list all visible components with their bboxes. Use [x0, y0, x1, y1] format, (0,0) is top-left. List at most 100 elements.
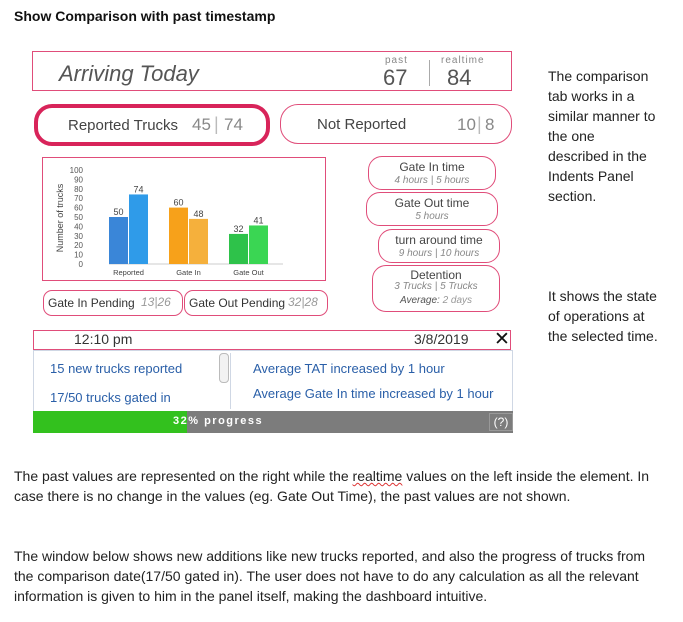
y-tick-label: 60 [74, 204, 83, 213]
y-tick-label: 100 [70, 166, 84, 175]
document-title: Show Comparison with past timestamp [14, 8, 276, 24]
separator: | [434, 281, 441, 292]
gate-in-pending-pill[interactable]: Gate In Pending 13|26 [43, 290, 183, 316]
comparison-time: 12:10 pm [74, 331, 133, 347]
y-tick-label: 20 [74, 241, 83, 250]
gate-in-time-label: Gate In time [399, 160, 465, 174]
bar-data-label: 48 [193, 209, 203, 219]
close-icon[interactable]: ✕ [494, 329, 510, 350]
reported-trucks-button[interactable]: Reported Trucks 45 | 74 [34, 104, 270, 146]
progress-label: 32% progress [173, 415, 264, 427]
scrollbar-thumb[interactable] [219, 353, 229, 383]
bar-data-label: 41 [253, 215, 263, 225]
not-reported-past: 10 [457, 115, 476, 134]
separator: | [301, 295, 305, 309]
reported-trucks-past: 45 [192, 115, 211, 134]
gate-out-time-label: Gate Out time [394, 196, 470, 210]
paragraph-1-end: values on the left inside the element. I… [14, 468, 650, 504]
bar-data-label: 60 [173, 198, 183, 208]
realtime-label: realtime [441, 55, 485, 66]
realtime-value: 84 [447, 65, 472, 90]
gate-out-pending-past: 32 [288, 295, 302, 309]
x-tick-label: Gate Out [233, 268, 264, 277]
bar-data-label: 50 [113, 207, 123, 217]
bar-gate-in-0 [169, 207, 188, 264]
detention-trucks-realtime: 5 Trucks [440, 281, 478, 292]
separator: | [477, 114, 482, 134]
y-tick-label: 90 [74, 175, 83, 184]
arriving-today-panel[interactable]: Arriving Today past 67 realtime 84 [32, 51, 512, 91]
not-reported-realtime: 8 [485, 115, 495, 134]
separator: | [214, 114, 219, 134]
arriving-today-title: Arriving Today [59, 61, 199, 86]
bar-reported-0 [109, 217, 128, 264]
gate-in-time-realtime: 5 hours [436, 175, 470, 186]
y-tick-label: 80 [74, 185, 83, 194]
gate-in-pending-realtime: 26 [157, 295, 171, 309]
gate-in-time-values: 4 hours | 5 hours [369, 175, 495, 186]
right-item-2: Average Gate In time increased by 1 hour [253, 386, 494, 401]
gate-out-time-value: 5 hours [415, 211, 449, 222]
value-divider [429, 60, 430, 86]
paragraph-1-start: The past values are represented on the r… [14, 468, 353, 484]
detention-label: Detention [410, 268, 462, 282]
turn-around-time-label: turn around time [395, 233, 483, 247]
side-description-1: The comparison tab works in a similar ma… [548, 68, 656, 204]
comparison-date: 3/8/2019 [414, 331, 469, 347]
paragraph-1: The past values are represented on the r… [14, 466, 654, 506]
bar-data-label: 74 [133, 184, 143, 194]
gate-out-time-pill[interactable]: Gate Out time 5 hours [366, 192, 498, 226]
detention-trucks: 3 Trucks | 5 Trucks [373, 281, 499, 292]
detention-average-label: Average: [399, 295, 440, 306]
not-reported-label: Not Reported [317, 116, 407, 133]
turn-around-time-pill[interactable]: turn around time 9 hours | 10 hours [378, 229, 500, 263]
past-value: 67 [383, 65, 408, 90]
x-tick-label: Reported [113, 268, 144, 277]
side-description-2: It shows the state of operations at the … [548, 288, 658, 344]
gate-in-pending-label: Gate In Pending [48, 296, 135, 310]
y-tick-label: 10 [74, 251, 83, 260]
reported-trucks-label: Reported Trucks [68, 117, 179, 134]
gate-in-pending-past: 13 [141, 295, 155, 309]
left-item-1: 15 new trucks reported [50, 361, 183, 376]
separator: | [434, 248, 441, 259]
y-axis-label: Number of trucks [55, 183, 65, 252]
column-divider [230, 353, 231, 409]
not-reported-button[interactable]: Not Reported 10 | 8 [280, 104, 512, 144]
left-item-2: 17/50 trucks gated in [50, 390, 171, 405]
bar-gate-out-0 [229, 233, 248, 264]
bar-data-label: 32 [233, 224, 243, 234]
gate-in-pending-values: 13|26 [141, 295, 171, 309]
trucks-chart-panel: Number of trucks 0 10 20 30 40 50 60 70 80 90 100 50… [42, 157, 326, 281]
progress-fill [33, 411, 187, 433]
turn-around-past: 9 hours [398, 248, 433, 259]
gate-in-time-past: 4 hours [394, 175, 428, 186]
right-item-1: Average TAT increased by 1 hour [253, 361, 445, 376]
bar-gate-in-1 [189, 218, 208, 264]
turn-around-realtime: 10 hours [440, 248, 480, 259]
detention-pill[interactable]: Detention 3 Trucks | 5 Trucks Average: 2… [372, 265, 500, 312]
comparison-time-bar[interactable]: 12:10 pm 3/8/2019 ✕ [33, 329, 511, 350]
gate-in-time-pill[interactable]: Gate In time 4 hours | 5 hours [368, 156, 496, 190]
progress-bar: 32% progress (?) [33, 411, 513, 433]
trucks-bar-chart: Number of trucks010203040506070809010050… [55, 166, 283, 277]
y-tick-label: 50 [74, 213, 83, 222]
gate-out-pending-values: 32|28 [288, 295, 318, 309]
separator: | [430, 175, 437, 186]
x-tick-label: Gate In [176, 268, 201, 277]
gate-out-pending-realtime: 28 [304, 295, 318, 309]
detention-trucks-past: 3 Trucks [394, 281, 432, 292]
reported-trucks-realtime: 74 [224, 115, 243, 134]
detention-average: Average: 2 days [373, 295, 499, 306]
turn-around-time-values: 9 hours | 10 hours [379, 248, 499, 259]
gate-out-pending-pill[interactable]: Gate Out Pending 32|28 [184, 290, 328, 316]
bar-reported-1 [129, 194, 148, 264]
y-tick-label: 30 [74, 232, 83, 241]
y-tick-label: 40 [74, 222, 83, 231]
paragraph-1-underlined-word: realtime [352, 468, 403, 484]
help-button[interactable]: (?) [489, 413, 513, 431]
detention-average-value: 2 days [442, 295, 473, 306]
y-tick-label: 70 [74, 194, 83, 203]
y-tick-label: 0 [79, 260, 84, 269]
separator: | [154, 295, 158, 309]
